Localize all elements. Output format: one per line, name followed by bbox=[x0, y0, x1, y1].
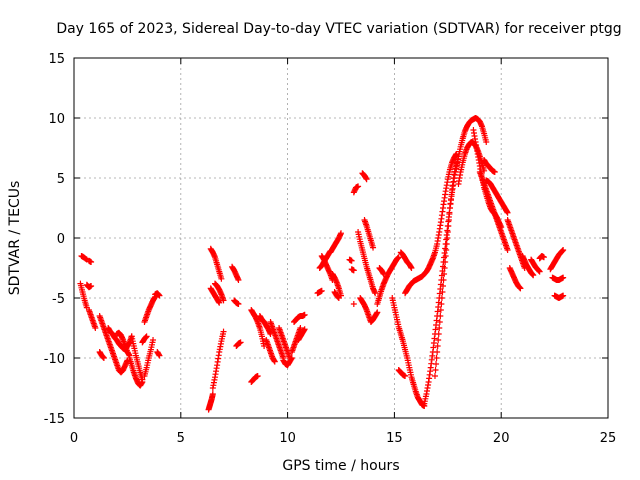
data-point bbox=[443, 247, 450, 253]
data-point bbox=[288, 355, 295, 361]
data-points bbox=[77, 115, 567, 413]
data-point bbox=[301, 326, 308, 333]
data-point bbox=[441, 271, 448, 277]
data-point bbox=[100, 355, 107, 361]
data-point bbox=[150, 337, 157, 343]
x-tick-label: 10 bbox=[279, 431, 296, 446]
data-point bbox=[444, 235, 451, 241]
data-point bbox=[218, 275, 225, 282]
data-point bbox=[220, 297, 227, 304]
data-point bbox=[143, 333, 150, 340]
data-point bbox=[237, 339, 244, 346]
data-point bbox=[372, 290, 379, 297]
data-point bbox=[540, 254, 547, 261]
data-point bbox=[536, 268, 543, 275]
y-tick-label: 0 bbox=[57, 232, 65, 247]
x-tick-label: 20 bbox=[493, 431, 510, 446]
data-point bbox=[139, 376, 146, 383]
data-point bbox=[433, 355, 440, 361]
data-point bbox=[440, 277, 447, 283]
data-point bbox=[374, 309, 381, 316]
data-point bbox=[301, 311, 308, 318]
data-point bbox=[517, 285, 524, 292]
y-axis-ticks: -15 -10 -5 0 5 10 15 bbox=[44, 52, 608, 427]
data-point bbox=[335, 295, 342, 301]
data-point bbox=[444, 229, 451, 235]
data-point bbox=[156, 292, 163, 299]
data-point bbox=[380, 271, 387, 277]
y-axis-label: SDTVAR / TECUs bbox=[7, 181, 23, 296]
data-point bbox=[350, 267, 357, 274]
data-point bbox=[438, 301, 445, 307]
data-point bbox=[436, 325, 443, 331]
data-point bbox=[445, 223, 452, 229]
x-tick-label: 15 bbox=[386, 431, 403, 446]
data-point bbox=[483, 139, 490, 145]
data-point bbox=[348, 257, 355, 264]
data-point bbox=[408, 265, 415, 271]
data-point bbox=[434, 349, 441, 355]
data-point bbox=[433, 361, 440, 367]
data-point bbox=[338, 230, 344, 237]
data-point bbox=[491, 169, 498, 175]
data-point bbox=[530, 272, 537, 279]
data-point bbox=[88, 259, 95, 265]
data-point bbox=[235, 301, 242, 307]
data-point bbox=[235, 277, 242, 283]
x-tick-label: 25 bbox=[600, 431, 617, 446]
data-point bbox=[560, 247, 567, 253]
data-point bbox=[254, 373, 261, 379]
data-point bbox=[504, 209, 511, 216]
data-point bbox=[560, 292, 567, 299]
x-tick-label: 0 bbox=[70, 431, 78, 446]
data-point bbox=[431, 373, 438, 379]
data-point bbox=[560, 274, 567, 281]
chart-title: Day 165 of 2023, Sidereal Day-to-day VTE… bbox=[56, 21, 621, 37]
x-axis-ticks: 0 5 10 15 20 25 bbox=[70, 58, 616, 446]
data-point bbox=[271, 358, 278, 365]
data-point bbox=[445, 217, 452, 223]
data-point bbox=[355, 183, 362, 190]
data-point bbox=[402, 373, 409, 379]
data-point bbox=[370, 244, 377, 251]
data-point bbox=[432, 367, 439, 373]
data-point bbox=[443, 241, 450, 247]
y-tick-label: 15 bbox=[48, 52, 65, 67]
data-point bbox=[441, 265, 448, 271]
data-point bbox=[363, 176, 370, 183]
data-point bbox=[88, 283, 95, 289]
y-tick-label: -15 bbox=[44, 412, 65, 427]
y-tick-label: -10 bbox=[44, 352, 65, 367]
data-point bbox=[435, 337, 442, 343]
data-point bbox=[439, 283, 446, 289]
data-point bbox=[446, 211, 453, 217]
data-point bbox=[442, 259, 449, 265]
data-point bbox=[437, 313, 444, 319]
data-point bbox=[350, 301, 357, 307]
data-point bbox=[92, 325, 99, 331]
data-point bbox=[437, 307, 444, 313]
y-tick-label: 5 bbox=[57, 172, 65, 187]
data-point bbox=[220, 328, 227, 335]
data-point bbox=[395, 254, 402, 261]
data-point bbox=[434, 343, 441, 349]
y-tick-label: 10 bbox=[48, 112, 65, 127]
data-point bbox=[438, 295, 445, 301]
data-point bbox=[436, 319, 443, 325]
x-tick-label: 5 bbox=[177, 431, 185, 446]
data-point bbox=[318, 287, 325, 294]
data-point bbox=[209, 391, 216, 397]
x-axis-label: GPS time / hours bbox=[282, 458, 399, 474]
plot-frame bbox=[73, 57, 609, 419]
data-point bbox=[481, 167, 488, 174]
data-point bbox=[297, 325, 304, 331]
data-point bbox=[504, 247, 511, 253]
data-point bbox=[216, 299, 223, 306]
y-tick-label: -5 bbox=[52, 292, 65, 307]
data-point bbox=[156, 352, 163, 359]
data-point bbox=[439, 289, 446, 295]
data-point bbox=[442, 253, 449, 259]
data-point bbox=[435, 331, 442, 337]
